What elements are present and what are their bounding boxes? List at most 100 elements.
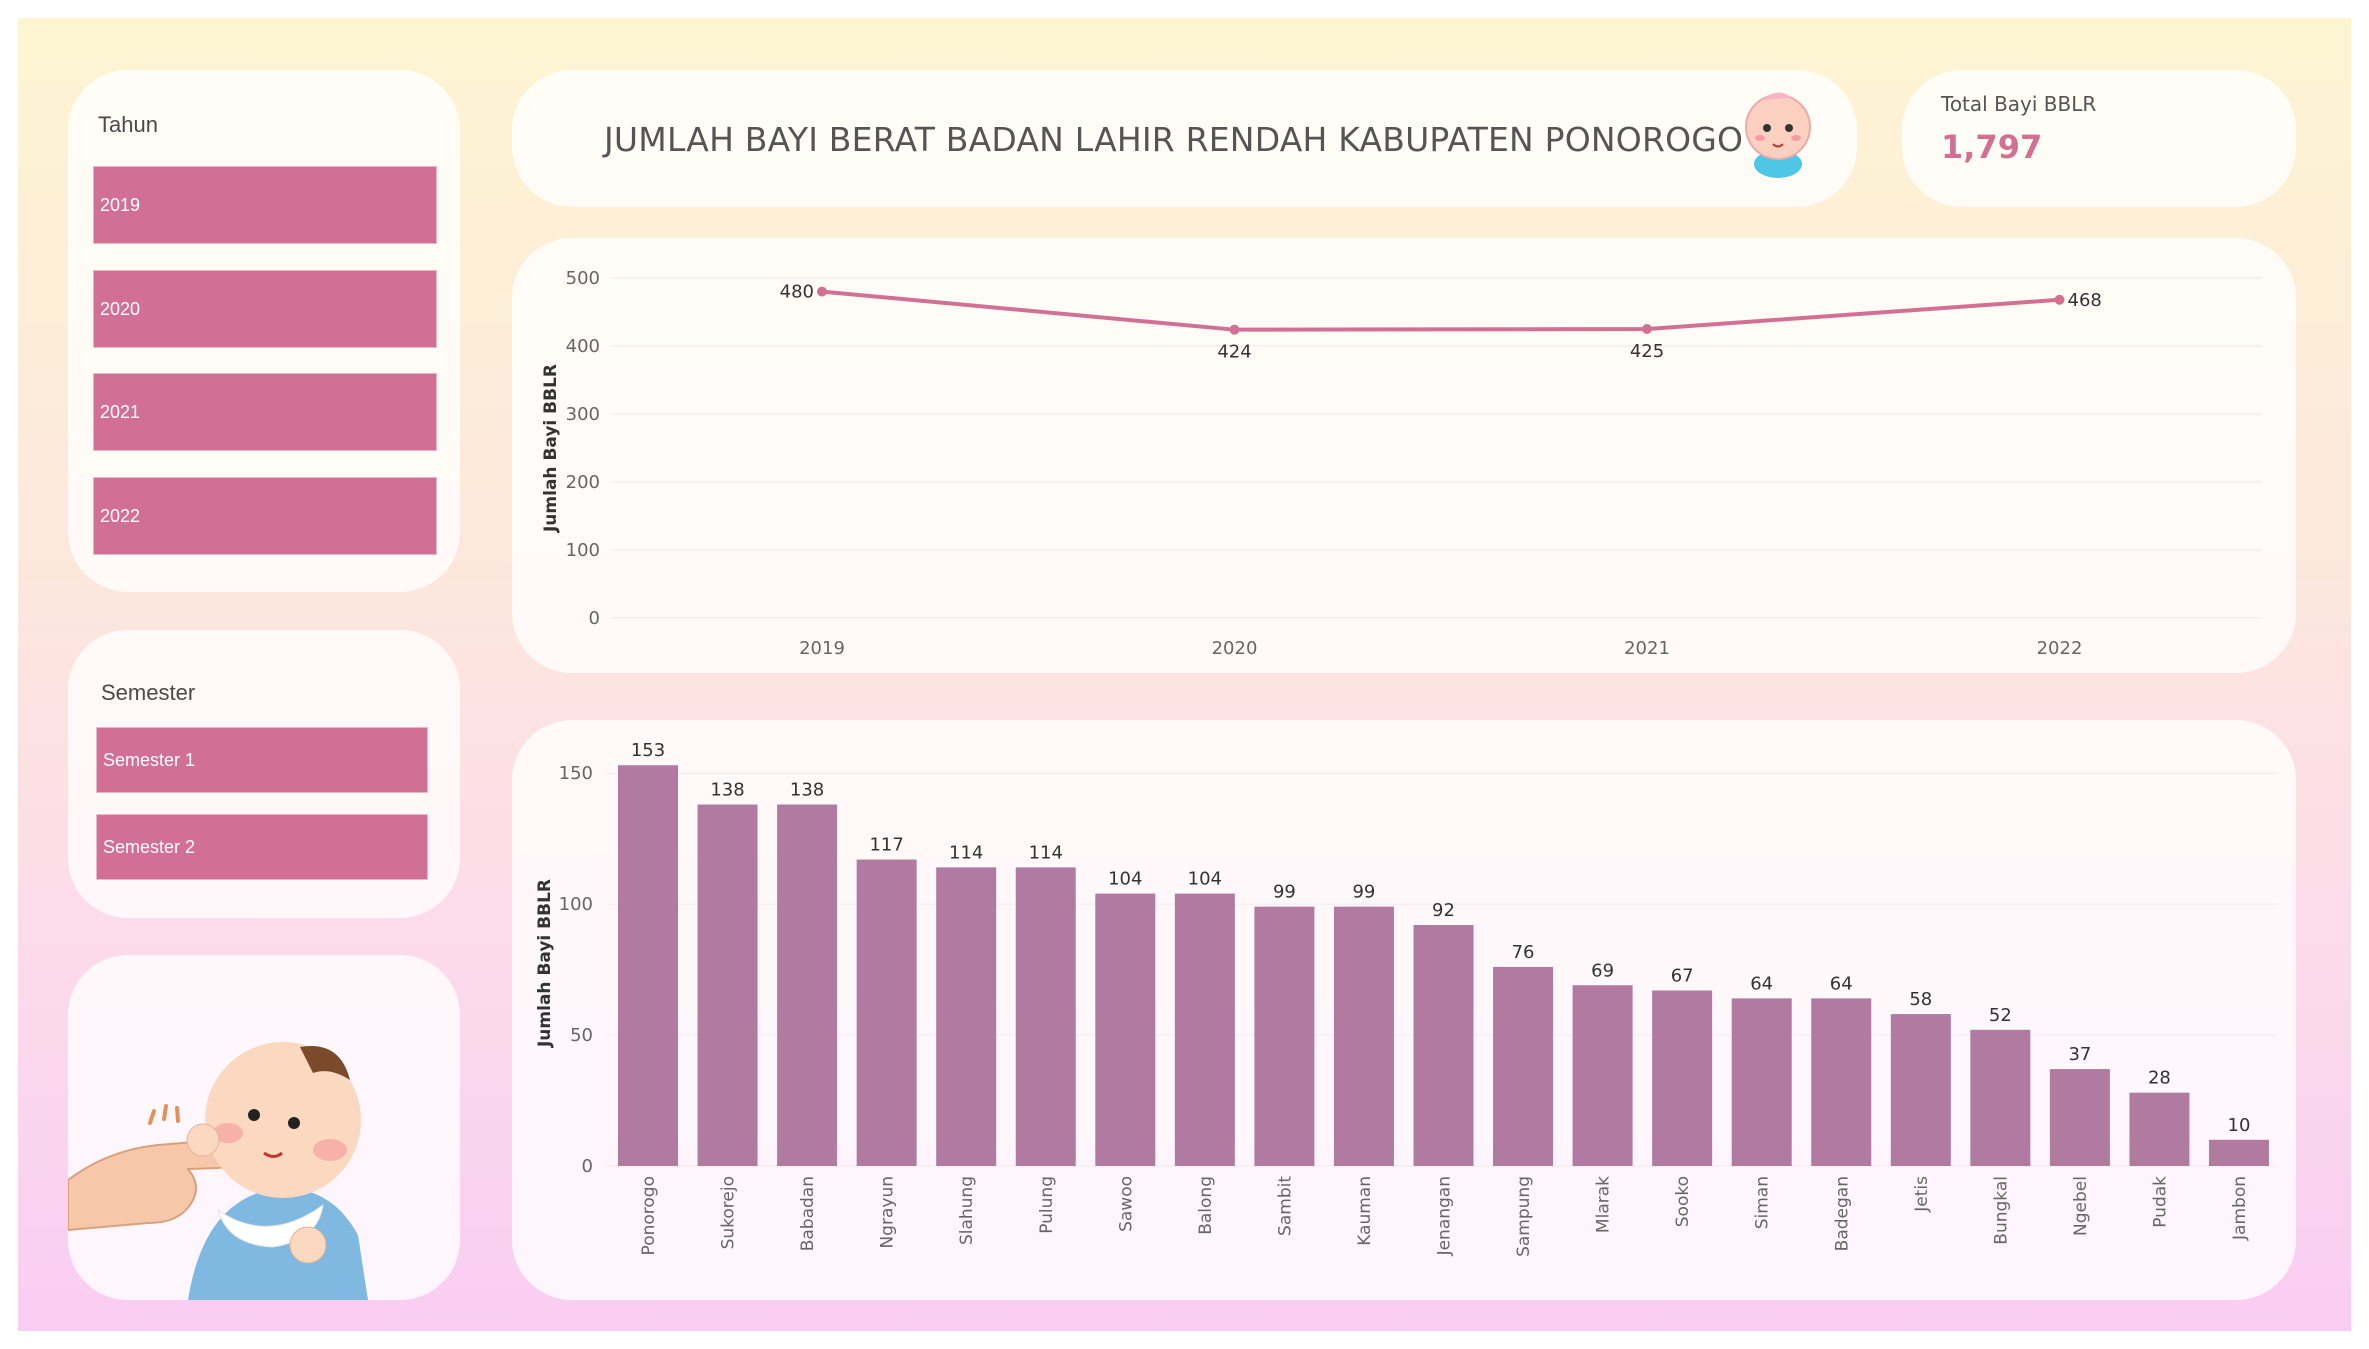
line-data-label: 468	[2068, 290, 2102, 311]
bar	[618, 765, 678, 1166]
line-point	[1642, 324, 1652, 334]
y-axis-title: Jumlah Bayi BBLR	[535, 879, 555, 1048]
y-tick-label: 100	[566, 540, 600, 561]
bar-data-label: 69	[1591, 960, 1614, 981]
bar	[936, 867, 997, 1166]
x-tick-label: Babadan	[798, 1176, 818, 1251]
bar	[1413, 925, 1474, 1166]
y-tick-label: 50	[570, 1025, 593, 1046]
line-data-label: 424	[1217, 342, 1251, 363]
bar	[1095, 893, 1156, 1166]
semester-option-2[interactable]: Semester 2	[96, 814, 428, 880]
bar	[1493, 966, 1554, 1166]
bar-data-label: 138	[710, 780, 744, 801]
illustration-card	[68, 955, 460, 1300]
x-tick-label: Sampung	[1514, 1176, 1534, 1257]
bar	[1811, 998, 1872, 1166]
bar-chart: 0 50 100 150 Jumlah Bayi BBLR 153 Ponorogo 138 S…	[535, 740, 2277, 1257]
x-tick-label: Siman	[1753, 1176, 1773, 1229]
bar-data-label: 28	[2148, 1068, 2171, 1089]
kpi-value: 1,797	[1941, 128, 2043, 166]
dashboard-title: JUMLAH BAYI BERAT BADAN LAHIR RENDAH KAB…	[604, 120, 1744, 159]
baby-face-icon	[1745, 92, 1811, 178]
x-tick-label: Ngrayun	[878, 1176, 898, 1249]
semester-filter-title: Semester	[101, 680, 196, 705]
y-tick-label: 200	[566, 472, 600, 493]
year-filter-title: Tahun	[98, 112, 158, 137]
kpi-card	[1902, 70, 2296, 207]
bar	[1254, 906, 1315, 1166]
bar-data-label: 10	[2228, 1115, 2251, 1136]
x-tick-label: Balong	[1196, 1176, 1216, 1235]
bar-data-label: 99	[1352, 882, 1375, 903]
x-tick-label: Ponorogo	[639, 1176, 659, 1255]
year-option-2019[interactable]: 2019	[93, 166, 437, 244]
bar	[2129, 1092, 2190, 1166]
year-option-2020[interactable]: 2020	[93, 270, 437, 348]
x-tick-label: 2020	[1212, 638, 1258, 659]
x-tick-label: Jenangan	[1435, 1176, 1455, 1256]
y-axis-title: Jumlah Bayi BBLR	[541, 364, 561, 533]
baby-illustration	[68, 1042, 368, 1300]
bar	[1333, 906, 1394, 1166]
bar	[1174, 893, 1235, 1166]
y-tick-label: 0	[582, 1156, 593, 1177]
x-tick-label: Sukorejo	[719, 1176, 739, 1249]
x-tick-label: Slahung	[957, 1176, 977, 1245]
bar-data-label: 153	[631, 740, 665, 761]
line-chart-card	[512, 238, 2296, 673]
line-series	[821, 289, 2060, 332]
x-tick-label: 2022	[2037, 638, 2083, 659]
x-tick-label: 2019	[799, 638, 845, 659]
line-data-label: 425	[1630, 341, 1664, 362]
kpi-label: Total Bayi BBLR	[1941, 92, 2097, 116]
bar-data-label: 67	[1671, 966, 1694, 987]
bar	[697, 804, 758, 1166]
bar	[1890, 1014, 1951, 1166]
y-tick-label: 0	[589, 608, 600, 629]
x-tick-label: Badegan	[1832, 1176, 1852, 1251]
bar	[1015, 867, 1076, 1166]
bar-data-label: 64	[1830, 973, 1853, 994]
y-tick-label: 300	[566, 404, 600, 425]
bar	[856, 859, 917, 1166]
bar-data-label: 58	[1909, 989, 1932, 1010]
line-point	[2054, 294, 2065, 305]
line-point	[1229, 324, 1240, 335]
x-tick-label: Bungkal	[1991, 1176, 2011, 1245]
x-tick-label: Kauman	[1355, 1176, 1375, 1246]
x-tick-label: Sooko	[1673, 1176, 1693, 1227]
year-option-2021[interactable]: 2021	[93, 373, 437, 451]
bar-data-label: 64	[1750, 973, 1773, 994]
bar-data-label: 99	[1273, 882, 1296, 903]
x-tick-label: 2021	[1624, 638, 1670, 659]
semester-option-1[interactable]: Semester 1	[96, 727, 428, 793]
bar-data-label: 37	[2068, 1044, 2091, 1065]
bar-data-label: 114	[1029, 842, 1063, 863]
bar	[1652, 990, 1713, 1166]
bar	[1731, 998, 1792, 1166]
line-data-label: 480	[780, 282, 814, 303]
line-chart: 0 100 200 300 400 500 Jumlah Bayi BBLR 480 2019 4…	[541, 268, 2262, 659]
bar	[1970, 1029, 2031, 1166]
x-tick-label: Pulung	[1037, 1176, 1057, 1234]
x-tick-label: Mlarak	[1594, 1176, 1614, 1233]
bar	[2049, 1069, 2110, 1166]
bar-data-label: 104	[1108, 869, 1142, 890]
bar	[777, 804, 838, 1166]
bar-data-label: 92	[1432, 900, 1455, 921]
y-tick-label: 500	[566, 268, 600, 289]
bar-data-label: 76	[1512, 942, 1535, 963]
x-tick-label: Jetis	[1912, 1176, 1932, 1213]
bar-data-label: 117	[869, 835, 903, 856]
bar	[1572, 985, 1633, 1166]
bar-data-label: 104	[1188, 869, 1222, 890]
y-tick-label: 150	[559, 763, 593, 784]
bar	[2209, 1139, 2269, 1166]
title-card	[512, 70, 1857, 207]
x-tick-label: Jambon	[2230, 1176, 2250, 1241]
bar-data-label: 138	[790, 780, 824, 801]
year-option-2022[interactable]: 2022	[93, 477, 437, 555]
x-tick-label: Pudak	[2150, 1176, 2170, 1228]
x-tick-label: Sawoo	[1116, 1176, 1136, 1232]
